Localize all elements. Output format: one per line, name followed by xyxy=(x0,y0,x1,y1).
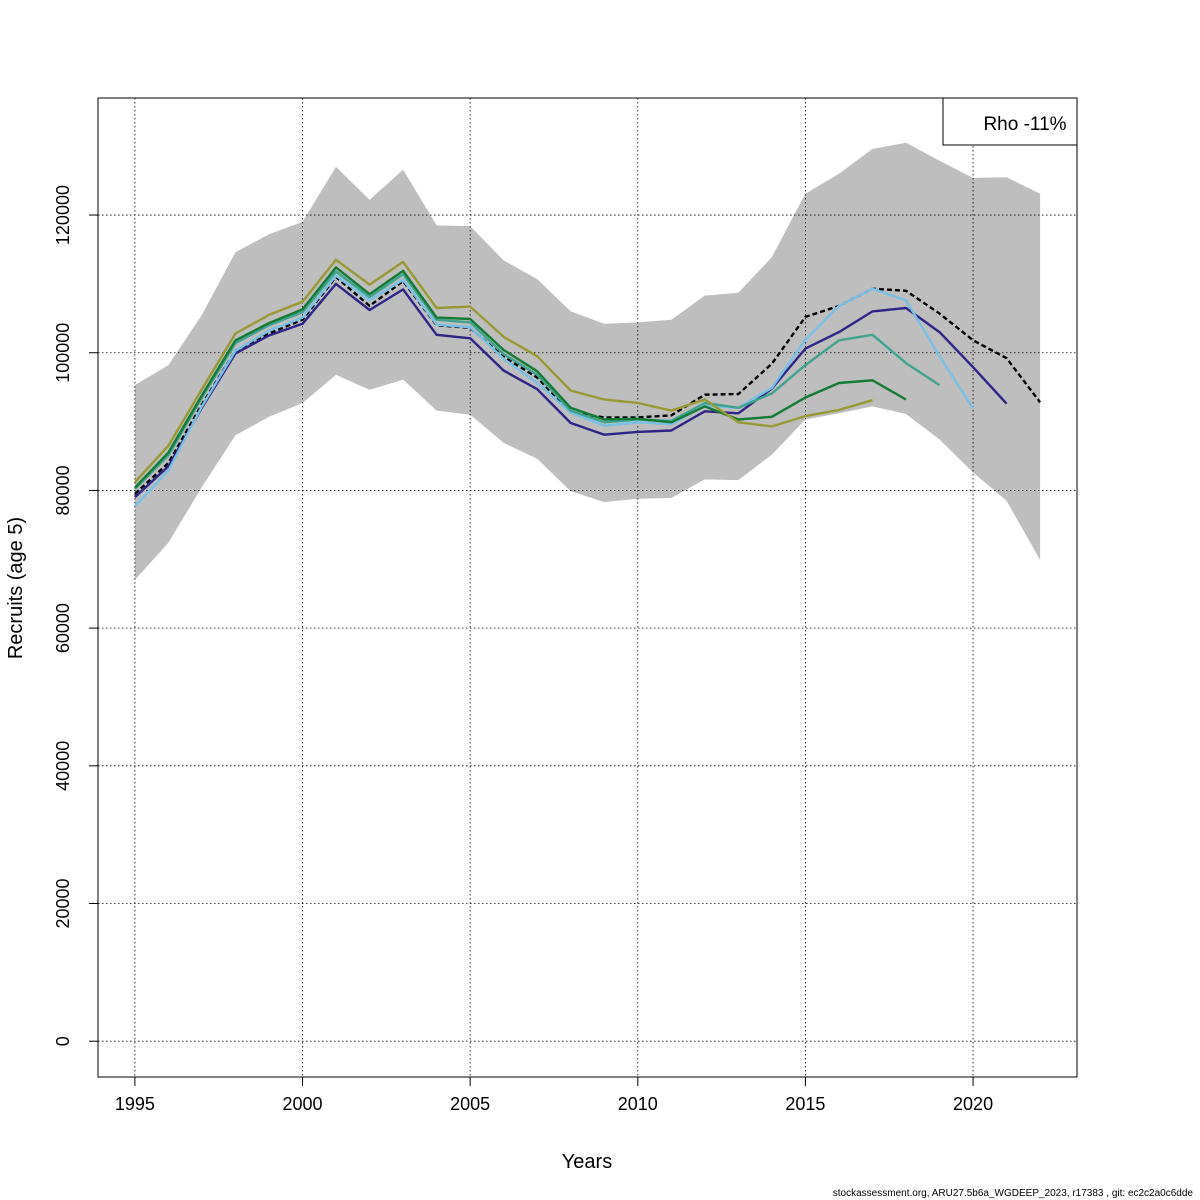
y-axis: 0 20000 40000 60000 80000 100000 120000 xyxy=(53,185,99,1046)
legend: Rho -11% xyxy=(942,97,1078,146)
x-axis-title: Years xyxy=(562,1151,612,1173)
y-tick-label: 40000 xyxy=(53,741,73,791)
series-lines xyxy=(134,258,1042,508)
confidence-band-area xyxy=(134,142,1041,580)
x-axis: 1995 2000 2005 2010 2015 2020 xyxy=(115,1076,993,1114)
legend-label: Rho -11% xyxy=(983,114,1066,135)
y-tick-label: 80000 xyxy=(53,465,73,515)
y-tick-label: 120000 xyxy=(53,185,73,245)
series-line-6 xyxy=(134,258,873,484)
y-tick-label: 60000 xyxy=(53,603,73,653)
y-tick-label: 100000 xyxy=(53,323,73,383)
x-tick-label: 1995 xyxy=(115,1094,155,1114)
footer-note: stockassessment.org, ARU27.5b6a_WGDEEP_2… xyxy=(833,1188,1194,1199)
x-tick-label: 2005 xyxy=(450,1094,490,1114)
x-tick-label: 2015 xyxy=(785,1094,825,1114)
series-line-1 xyxy=(134,275,1042,495)
series-line-2 xyxy=(134,282,1008,499)
x-tick-label: 2000 xyxy=(282,1094,322,1114)
grid-lines xyxy=(98,98,1077,1077)
x-tick-label: 2020 xyxy=(953,1094,993,1114)
series-line-3 xyxy=(134,274,975,508)
x-tick-label: 2010 xyxy=(618,1094,658,1114)
legend-box xyxy=(942,97,1078,146)
confidence-band xyxy=(134,142,1041,580)
series-line-5 xyxy=(134,266,907,489)
y-axis-title: Recruits (age 5) xyxy=(5,517,27,659)
y-tick-label: 20000 xyxy=(53,878,73,928)
y-tick-label: 0 xyxy=(53,1036,73,1046)
series-line-4 xyxy=(134,270,941,490)
